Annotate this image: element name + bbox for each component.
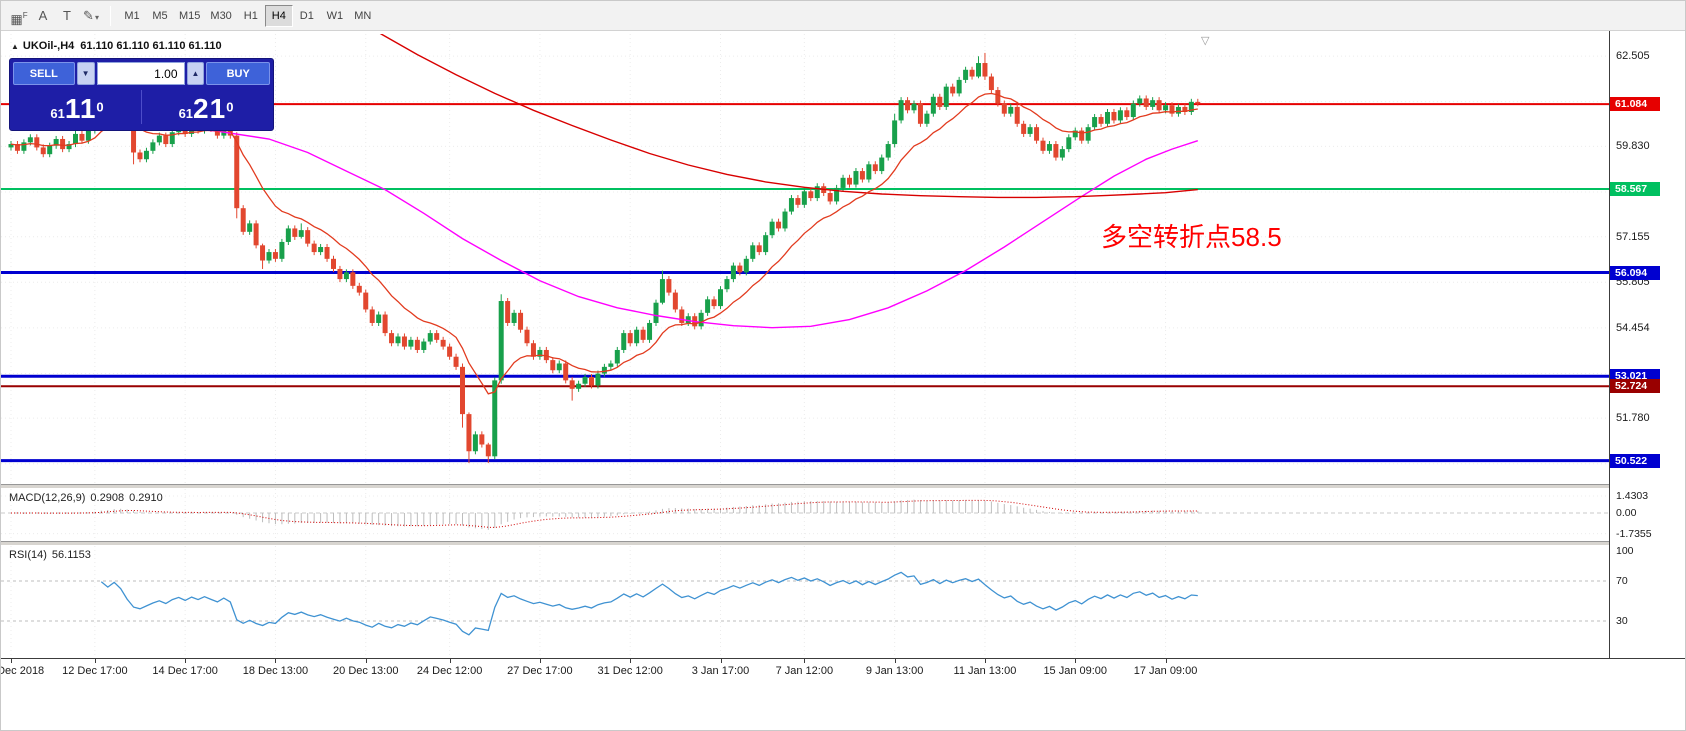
grid: [10, 489, 1167, 541]
macd-axis-label: 1.4303: [1616, 489, 1649, 502]
time-axis-label: 9 Jan 13:00: [865, 665, 924, 677]
time-axis-tick: [365, 659, 367, 663]
price-line-badge: 61.084: [1610, 97, 1660, 112]
toolbar-separator: [110, 5, 111, 26]
time-axis-tick: [894, 659, 896, 663]
rsi-levels: [1, 580, 1609, 622]
price-line-badge: 50.522: [1610, 453, 1660, 468]
macd-panel-canvas[interactable]: [1, 489, 1609, 541]
price-axis-label: 62.505: [1616, 50, 1650, 63]
time-axis-tick: [804, 659, 806, 663]
autoscroll-marker-icon[interactable]: ▽: [1201, 35, 1210, 47]
time-axis-label: 7 Jan 12:00: [775, 665, 834, 677]
timeframe-m1[interactable]: M1: [118, 5, 146, 27]
volume-up-button[interactable]: ▲: [186, 62, 205, 85]
grid: [1, 34, 1609, 484]
time-axis-tick: [630, 659, 632, 663]
time-axis-tick: [984, 659, 986, 663]
rsi-panel-canvas[interactable]: [1, 546, 1609, 658]
price-axis-label: 59.830: [1616, 140, 1650, 153]
time-axis-tick: [720, 659, 722, 663]
time-axis-label: 15 Jan 09:00: [1043, 665, 1108, 677]
macd-axis-label: 0.00: [1616, 507, 1637, 519]
candles: [8, 52, 1201, 464]
time-axis-label: 27 Dec 17:00: [507, 665, 573, 677]
time-axis-label: 31 Dec 12:00: [597, 665, 663, 677]
price-line-badge: 56.094: [1610, 265, 1660, 280]
sell-button[interactable]: SELL: [13, 62, 75, 85]
toolbar: ▦F A T ✎▾ M1 M5 M15 M30 H1 H4 D1 W1 MN: [1, 1, 1685, 31]
timeframe-m30[interactable]: M30: [205, 5, 236, 27]
cursor-tool-icon[interactable]: A: [31, 4, 55, 28]
main-chart-canvas[interactable]: [1, 34, 1609, 484]
symbol-readout: ▲ UKOil-,H4 61.110 61.110 61.110 61.110: [11, 40, 222, 52]
ohlc-readout: 61.110 61.110 61.110 61.110: [80, 40, 222, 52]
one-click-toggle-icon[interactable]: ▲: [11, 42, 19, 51]
timeframe-w1[interactable]: W1: [321, 5, 349, 27]
macd-indicator-label: MACD(12,26,9) 0.2908 0.2910: [9, 492, 163, 504]
time-axis-tick: [94, 659, 96, 663]
timeframe-m5[interactable]: M5: [146, 5, 174, 27]
grid: [10, 546, 1167, 658]
chart-grid-sub: F: [22, 10, 28, 20]
chart-grid-glyph: ▦: [10, 10, 23, 26]
rsi-axis-label: 30: [1616, 615, 1628, 627]
rsi-axis-label: 70: [1616, 575, 1628, 587]
price-axis-label: 57.155: [1616, 230, 1650, 243]
time-axis-tick: [11, 659, 12, 663]
volume-dropdown-button[interactable]: ▼: [76, 62, 95, 85]
timeframe-m15[interactable]: M15: [174, 5, 205, 27]
time-axis-label: 24 Dec 12:00: [416, 665, 483, 677]
timeframe-mn[interactable]: MN: [349, 5, 377, 27]
macd-axis-label: -1.7355: [1616, 527, 1652, 540]
time-axis-label: 12 Dec 17:00: [62, 665, 128, 677]
time-axis-label: 11 Jan 13:00: [953, 665, 1017, 677]
time-axis-label: 20 Dec 13:00: [333, 665, 399, 677]
panel-splitter[interactable]: [1, 484, 1685, 489]
price-line-badge: 58.567: [1610, 182, 1660, 197]
macd-histogram: [16, 499, 1199, 530]
time-axis-tick: [1075, 659, 1077, 663]
rsi-indicator-label: RSI(14) 56.1153: [9, 549, 91, 561]
timeframe-d1[interactable]: D1: [293, 5, 321, 27]
price-axis[interactable]: 62.505 59.830 57.155 55.805 54.454 51.780 61.0…: [1609, 31, 1685, 658]
rsi-line: [100, 571, 1198, 636]
sell-price-display[interactable]: 61110: [50, 93, 104, 124]
macd-levels: [1, 495, 1609, 535]
chart-annotation-text: 多空转折点58.5: [1101, 221, 1282, 252]
time-axis-tick: [275, 659, 277, 663]
buy-button[interactable]: BUY: [206, 62, 270, 85]
volume-input[interactable]: [96, 62, 185, 85]
chart-grid-icon[interactable]: ▦F: [7, 4, 31, 28]
price-axis-label: 51.780: [1616, 412, 1650, 425]
time-axis-tick: [449, 659, 451, 663]
time-axis-tick: [185, 659, 187, 663]
time-axis-label: 18 Dec 13:00: [242, 665, 309, 677]
time-axis-tick: [539, 659, 541, 663]
timeframe-group: M1 M5 M15 M30 H1 H4 D1 W1 MN: [118, 4, 377, 27]
buy-price-display[interactable]: 61210: [178, 93, 234, 124]
chart-area[interactable]: ▲ UKOil-,H4 61.110 61.110 61.110 61.110 ▽ …: [1, 31, 1685, 730]
time-axis[interactable]: 10 Dec 2018 12 Dec 17:00 14 Dec 17:00 18 De…: [1, 658, 1685, 686]
chevron-down-icon: ▾: [94, 12, 99, 22]
one-click-trading-panel: SELL ▼ ▲ BUY 61110 61210: [9, 58, 274, 131]
rsi-axis-label: 100: [1616, 545, 1634, 557]
price-axis-label: 54.454: [1616, 321, 1650, 334]
panel-splitter[interactable]: [1, 541, 1685, 546]
time-axis-label: 17 Jan 09:00: [1133, 665, 1198, 677]
time-axis-label: 3 Jan 17:00: [691, 665, 750, 677]
price-line-badge: 52.724: [1610, 379, 1660, 394]
time-axis-label: 10 Dec 2018: [1, 665, 45, 677]
timeframe-h1[interactable]: H1: [237, 5, 265, 27]
draw-tool-icon[interactable]: ✎▾: [79, 4, 103, 28]
time-axis-tick: [1165, 659, 1167, 663]
time-axis-label: 14 Dec 17:00: [152, 665, 218, 677]
text-tool-icon[interactable]: T: [55, 4, 79, 28]
timeframe-h4[interactable]: H4: [264, 4, 293, 27]
symbol-name: UKOil-,H4: [22, 40, 75, 52]
price-divider: [141, 90, 142, 124]
